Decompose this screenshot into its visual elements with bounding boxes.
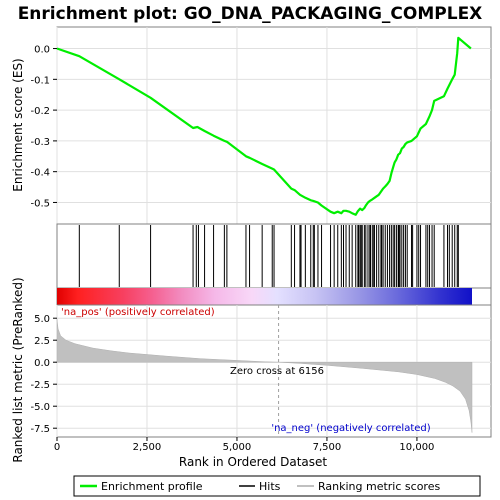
x-tick-label: 2,500: [133, 442, 162, 453]
legend: Enrichment profile Hits Ranking metric s…: [73, 475, 481, 497]
ranked-metric-panel: 5.0 2.5 0.0 -2.5 -5.0 -7.5 'na_pos' (positive…: [11, 277, 492, 463]
es-y-tick-label: 0.0: [34, 45, 50, 56]
x-tick-label: 0: [54, 442, 60, 453]
legend-enrichment-label: Enrichment profile: [101, 480, 203, 493]
rank-color-bar: [57, 288, 472, 305]
metric-y-axis-label: Ranked list metric (PreRanked): [11, 277, 25, 462]
es-plot-frame: [56, 26, 492, 225]
metric-y-tick-label: -7.5: [30, 424, 50, 435]
zero-cross-label: Zero cross at 6156: [230, 366, 324, 377]
es-y-ticks: 0.0 -0.1 -0.2 -0.3 -0.4 -0.5: [30, 45, 57, 209]
es-y-tick-label: -0.1: [30, 75, 50, 86]
x-axis-label: Rank in Ordered Dataset: [179, 455, 327, 469]
hit-marks: [78, 225, 459, 287]
es-y-tick-label: -0.4: [30, 168, 50, 179]
metric-y-tick-label: -2.5: [30, 380, 50, 391]
es-y-axis-label: Enrichment score (ES): [11, 58, 25, 191]
enrichment-profile-line: [56, 36, 472, 216]
metric-y-tick-label: 5.0: [34, 314, 50, 325]
hits-panel: [56, 223, 492, 289]
legend-hits-label: Hits: [259, 480, 281, 493]
x-tick-label: 10,000: [399, 442, 434, 453]
metric-y-ticks: 5.0 2.5 0.0 -2.5 -5.0 -7.5: [30, 314, 57, 435]
legend-metric-label: Ranking metric scores: [318, 480, 440, 493]
enrichment-score-panel: 0.0 -0.1 -0.2 -0.3 -0.4 -0.5 Enrichment score…: [11, 26, 492, 225]
x-tick-label: 7,500: [313, 442, 342, 453]
es-y-tick-label: -0.2: [30, 106, 50, 117]
legend-frame: [73, 475, 481, 497]
ranking-metric-area: [56, 319, 473, 433]
metric-y-tick-label: 0.0: [34, 358, 50, 369]
metric-y-tick-label: -5.0: [30, 402, 50, 413]
rank-color-bar-panel: [56, 287, 492, 306]
es-y-tick-label: -0.3: [30, 137, 50, 148]
na-neg-label: 'na_neg' (negatively correlated): [271, 423, 430, 434]
es-gridlines: [56, 27, 491, 224]
x-axis-ticks: 0 2,500 5,000 7,500 10,000: [54, 437, 434, 453]
na-pos-label: 'na_pos' (positively correlated): [61, 307, 215, 318]
chart-title: Enrichment plot: GO_DNA_PACKAGING_COMPLE…: [18, 4, 483, 24]
es-y-tick-label: -0.5: [30, 198, 50, 209]
metric-y-tick-label: 2.5: [34, 336, 50, 347]
x-tick-label: 5,000: [223, 442, 252, 453]
